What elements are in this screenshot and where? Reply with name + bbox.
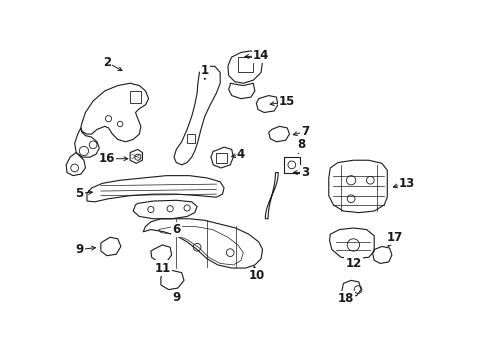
Text: 7: 7 bbox=[300, 125, 308, 138]
Text: 2: 2 bbox=[103, 56, 111, 69]
Text: 17: 17 bbox=[386, 231, 402, 244]
Text: 16: 16 bbox=[99, 152, 115, 165]
Text: 15: 15 bbox=[279, 95, 295, 108]
Text: 9: 9 bbox=[75, 243, 83, 256]
Text: 18: 18 bbox=[337, 292, 353, 305]
Text: 3: 3 bbox=[300, 166, 308, 179]
Text: 12: 12 bbox=[345, 257, 361, 270]
Text: 8: 8 bbox=[296, 138, 305, 151]
Text: 11: 11 bbox=[154, 261, 170, 275]
Text: 10: 10 bbox=[248, 269, 264, 282]
Text: 5: 5 bbox=[75, 187, 83, 200]
Text: 9: 9 bbox=[172, 291, 180, 304]
Text: 14: 14 bbox=[252, 49, 269, 62]
Text: 6: 6 bbox=[172, 223, 180, 236]
Text: 13: 13 bbox=[398, 177, 415, 190]
Text: 4: 4 bbox=[236, 148, 244, 161]
Text: 1: 1 bbox=[201, 64, 208, 77]
